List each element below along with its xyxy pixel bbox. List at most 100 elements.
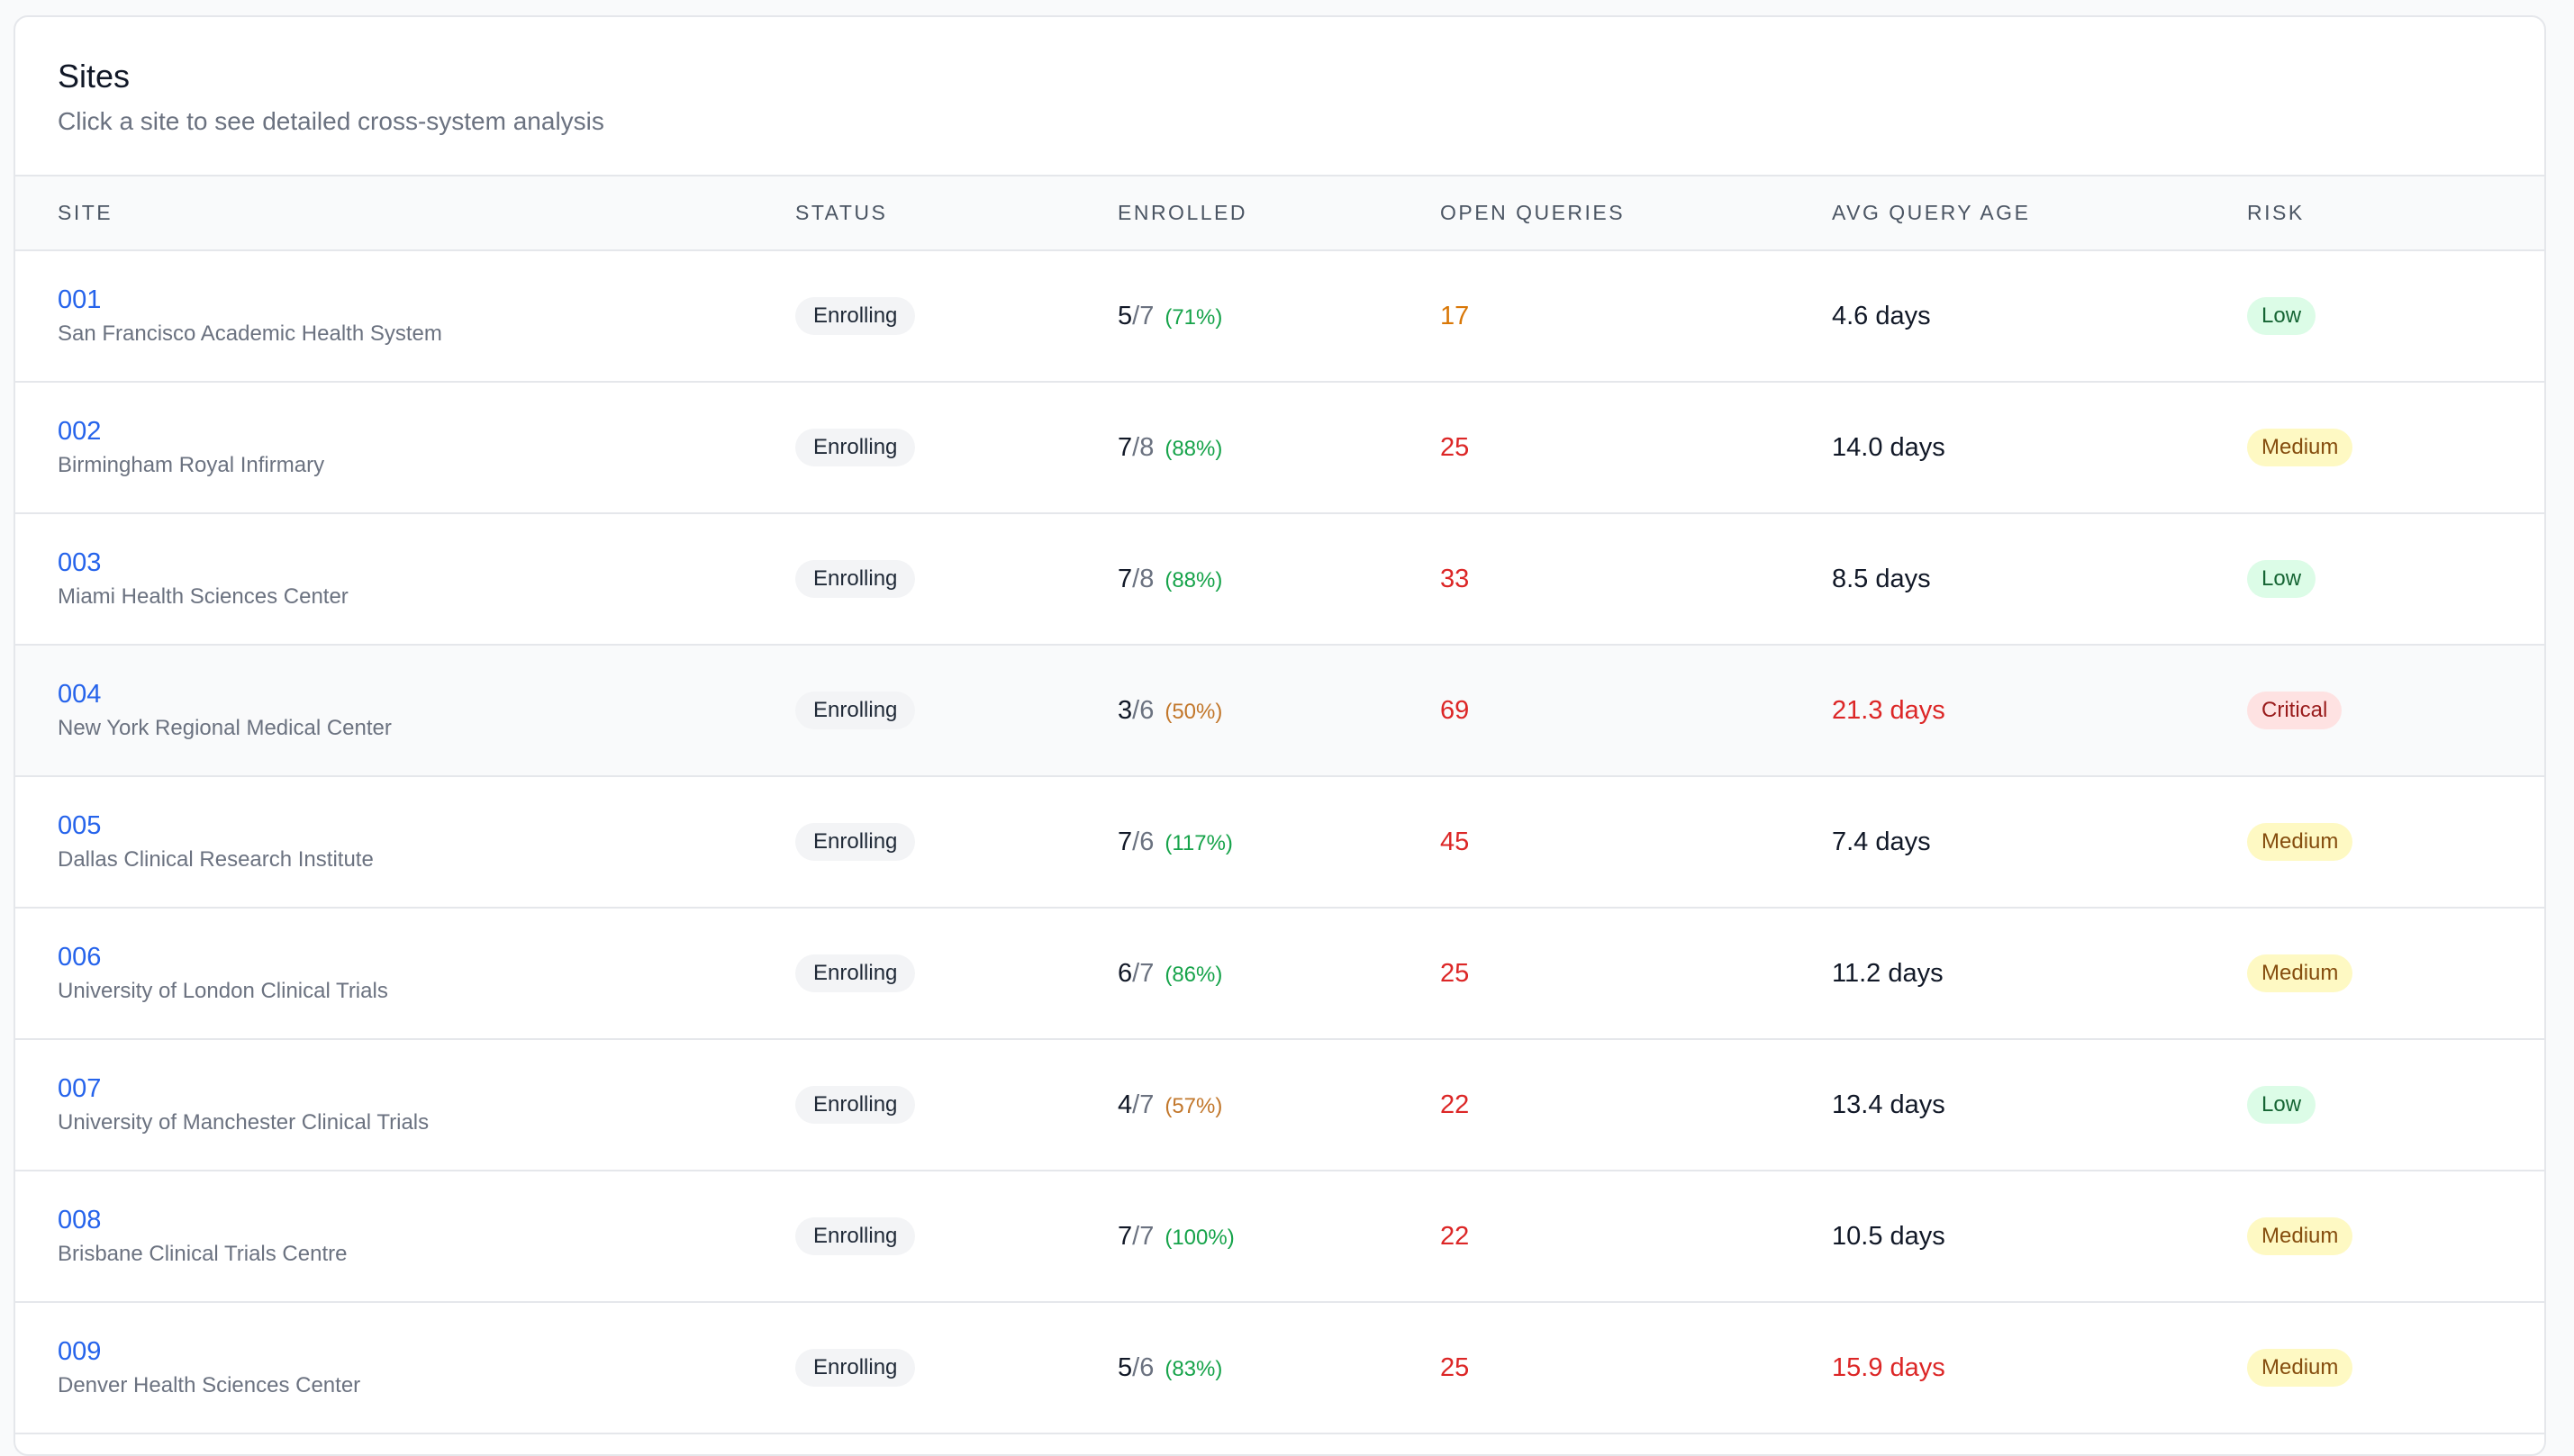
avg-query-age-cell: 13.4 days <box>1832 1039 2247 1171</box>
status-cell: Enrolling <box>795 908 1118 1039</box>
column-header-status[interactable]: STATUS <box>795 176 1118 251</box>
enrolled-percent: (71%) <box>1165 304 1223 330</box>
card-subtitle: Click a site to see detailed cross-syste… <box>58 107 604 135</box>
enrolled-percent: (83%) <box>1165 1356 1223 1381</box>
site-cell: 006 University of London Clinical Trials <box>15 908 795 1039</box>
status-badge: Enrolling <box>795 954 916 992</box>
avg-query-age-cell: 14.0 days <box>1832 382 2247 513</box>
site-id-link[interactable]: 009 <box>58 1337 102 1366</box>
enrolled-cell: 4/7 (57%) <box>1118 1039 1440 1171</box>
table-body: 001 San Francisco Academic Health System… <box>15 250 2544 1433</box>
enrolled-target: /8 <box>1132 432 1155 462</box>
site-id-link[interactable]: 003 <box>58 548 102 577</box>
enrolled-cell: 7/8 (88%) <box>1118 513 1440 645</box>
open-queries-count: 22 <box>1440 1090 1470 1119</box>
site-id-link[interactable]: 005 <box>58 811 102 840</box>
site-name: Dallas Clinical Research Institute <box>58 847 374 872</box>
risk-badge: Low <box>2247 1086 2316 1124</box>
enrolled-count: 4 <box>1118 1090 1133 1119</box>
risk-badge: Critical <box>2247 692 2343 729</box>
status-badge: Enrolling <box>795 1217 916 1255</box>
column-header-risk[interactable]: RISK <box>2247 176 2544 251</box>
avg-query-age: 13.4 days <box>1832 1090 1945 1119</box>
avg-query-age: 4.6 days <box>1832 301 1931 330</box>
site-name: University of Manchester Clinical Trials <box>58 1110 430 1135</box>
open-queries-count: 22 <box>1440 1221 1470 1251</box>
site-cell: 007 University of Manchester Clinical Tr… <box>15 1039 795 1171</box>
enrolled-cell: 6/7 (86%) <box>1118 908 1440 1039</box>
avg-query-age-cell: 8.5 days <box>1832 513 2247 645</box>
avg-query-age: 21.3 days <box>1832 695 1945 725</box>
site-name: Miami Health Sciences Center <box>58 584 349 609</box>
enrolled-target: /6 <box>1132 695 1155 725</box>
status-cell: Enrolling <box>795 645 1118 776</box>
enrolled-cell: 7/6 (117%) <box>1118 776 1440 908</box>
site-name: San Francisco Academic Health System <box>58 321 442 346</box>
enrolled-target: /7 <box>1132 1221 1155 1251</box>
risk-badge: Low <box>2247 297 2316 335</box>
column-header-enrolled[interactable]: ENROLLED <box>1118 176 1440 251</box>
risk-cell: Medium <box>2247 908 2544 1039</box>
enrolled-target: /7 <box>1132 1090 1155 1119</box>
column-header-open-queries[interactable]: OPEN QUERIES <box>1440 176 1832 251</box>
site-name: New York Regional Medical Center <box>58 716 392 740</box>
open-queries-count: 17 <box>1440 301 1470 330</box>
table-header-row: SITE STATUS ENROLLED OPEN QUERIES AVG QU… <box>15 176 2544 251</box>
site-id-link[interactable]: 002 <box>58 417 102 446</box>
table-row[interactable]: 007 University of Manchester Clinical Tr… <box>15 1039 2544 1171</box>
avg-query-age: 11.2 days <box>1832 958 1944 988</box>
open-queries-cell: 22 <box>1440 1171 1832 1302</box>
enrolled-count: 7 <box>1118 1221 1133 1251</box>
card-header: Sites Click a site to see detailed cross… <box>15 17 2544 176</box>
risk-cell: Low <box>2247 1039 2544 1171</box>
open-queries-cell: 25 <box>1440 1302 1832 1433</box>
table-row[interactable]: 001 San Francisco Academic Health System… <box>15 250 2544 382</box>
status-badge: Enrolling <box>795 429 916 466</box>
enrolled-target: /7 <box>1132 301 1155 330</box>
risk-cell: Medium <box>2247 1171 2544 1302</box>
risk-badge: Medium <box>2247 1217 2353 1255</box>
enrolled-target: /7 <box>1132 958 1155 988</box>
open-queries-count: 25 <box>1440 432 1470 462</box>
status-cell: Enrolling <box>795 250 1118 382</box>
site-name: Birmingham Royal Infirmary <box>58 453 325 477</box>
site-cell: 009 Denver Health Sciences Center <box>15 1302 795 1433</box>
status-cell: Enrolling <box>795 513 1118 645</box>
table-row[interactable]: 002 Birmingham Royal Infirmary Enrolling… <box>15 382 2544 513</box>
site-id-link[interactable]: 004 <box>58 680 102 709</box>
enrolled-count: 7 <box>1118 564 1133 593</box>
site-id-link[interactable]: 001 <box>58 285 102 314</box>
site-name: Denver Health Sciences Center <box>58 1373 361 1397</box>
site-cell: 008 Brisbane Clinical Trials Centre <box>15 1171 795 1302</box>
site-id-link[interactable]: 008 <box>58 1206 102 1234</box>
avg-query-age-cell: 4.6 days <box>1832 250 2247 382</box>
avg-query-age-cell: 15.9 days <box>1832 1302 2247 1433</box>
risk-cell: Medium <box>2247 382 2544 513</box>
avg-query-age-cell: 10.5 days <box>1832 1171 2247 1302</box>
enrolled-percent: (117%) <box>1165 830 1233 855</box>
status-badge: Enrolling <box>795 560 916 598</box>
table-row[interactable]: 009 Denver Health Sciences Center Enroll… <box>15 1302 2544 1433</box>
sites-table: SITE STATUS ENROLLED OPEN QUERIES AVG QU… <box>15 176 2544 1434</box>
open-queries-count: 45 <box>1440 827 1470 856</box>
site-cell: 003 Miami Health Sciences Center <box>15 513 795 645</box>
risk-cell: Medium <box>2247 1302 2544 1433</box>
enrolled-count: 6 <box>1118 958 1133 988</box>
table-row[interactable]: 004 New York Regional Medical Center Enr… <box>15 645 2544 776</box>
site-id-link[interactable]: 006 <box>58 943 102 972</box>
table-row[interactable]: 003 Miami Health Sciences Center Enrolli… <box>15 513 2544 645</box>
table-row[interactable]: 008 Brisbane Clinical Trials Centre Enro… <box>15 1171 2544 1302</box>
sites-card: Sites Click a site to see detailed cross… <box>14 15 2546 1456</box>
open-queries-cell: 22 <box>1440 1039 1832 1171</box>
enrolled-percent: (88%) <box>1165 567 1223 592</box>
site-id-link[interactable]: 007 <box>58 1074 102 1103</box>
enrolled-count: 3 <box>1118 695 1133 725</box>
table-row[interactable]: 005 Dallas Clinical Research Institute E… <box>15 776 2544 908</box>
enrolled-target: /6 <box>1132 1352 1155 1382</box>
column-header-avg-query-age[interactable]: AVG QUERY AGE <box>1832 176 2247 251</box>
open-queries-cell: 33 <box>1440 513 1832 645</box>
column-header-site[interactable]: SITE <box>15 176 795 251</box>
risk-cell: Low <box>2247 250 2544 382</box>
table-row[interactable]: 006 University of London Clinical Trials… <box>15 908 2544 1039</box>
open-queries-count: 25 <box>1440 958 1470 988</box>
